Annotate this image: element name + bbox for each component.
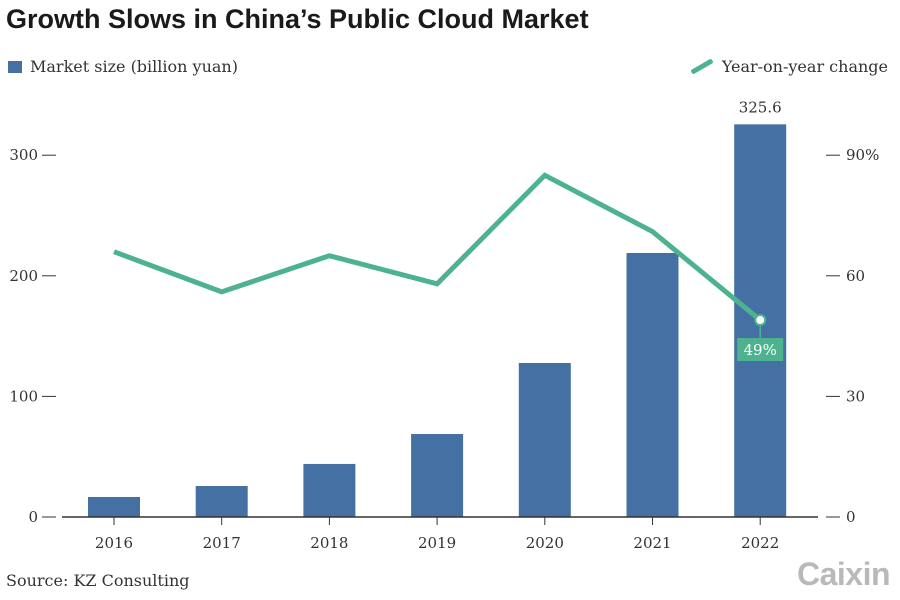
legend-line: Year-on-year change — [690, 57, 888, 76]
bar-value-label: 325.6 — [739, 98, 782, 116]
x-tick-label: 2016 — [95, 534, 133, 552]
line-label-box — [737, 338, 784, 362]
highlight-point — [754, 314, 767, 327]
legend-bar-label: Market size (billion yuan) — [30, 57, 238, 76]
bar-2018 — [303, 463, 356, 517]
bar-2020 — [518, 362, 571, 517]
caixin-logo: Caixin — [796, 556, 891, 592]
source-note: Source: KZ Consulting — [6, 571, 190, 590]
legend-line-label: Year-on-year change — [721, 57, 888, 76]
x-tick-label: 2018 — [310, 534, 348, 552]
x-tick-label: 2019 — [418, 534, 456, 552]
left-tick-label: 300 — [9, 146, 38, 164]
right-tick-label: 60 — [846, 267, 865, 285]
right-tick-label: 30 — [846, 387, 865, 405]
x-tick-label: 2021 — [633, 534, 671, 552]
bar-2016 — [88, 496, 140, 517]
right-tick-label: 90% — [846, 146, 879, 164]
x-tick-label: 2020 — [526, 534, 564, 552]
legend-bar: Market size (billion yuan) — [8, 57, 238, 76]
chart-title: Growth Slows in China’s Public Cloud Mar… — [6, 4, 589, 34]
x-tick-label: 2022 — [741, 534, 779, 552]
bar-2017 — [195, 486, 248, 517]
bar-2019 — [411, 434, 464, 517]
bar-2021 — [626, 253, 679, 518]
yoy-line — [113, 172, 762, 322]
right-tick-label: 0 — [846, 508, 856, 526]
x-tick-label: 2017 — [203, 534, 241, 552]
left-tick-label: 100 — [9, 387, 38, 405]
line-value-label: 49% — [744, 341, 777, 359]
legend-bar-swatch — [8, 60, 22, 73]
left-tick-label: 200 — [9, 267, 38, 285]
left-tick-label: 0 — [28, 508, 38, 526]
